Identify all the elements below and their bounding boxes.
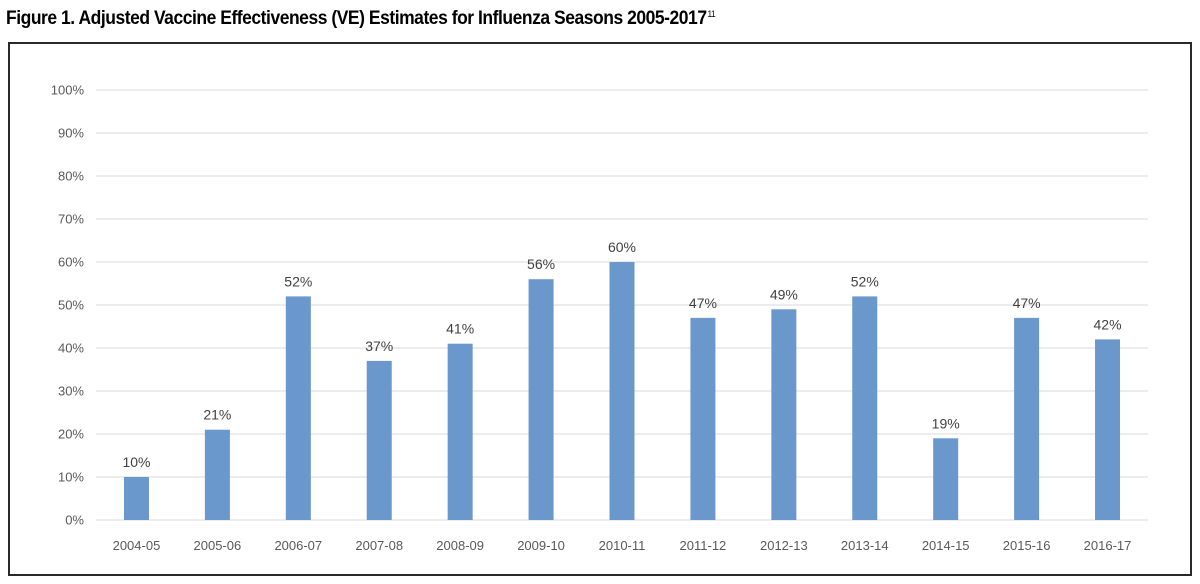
x-tick-label: 2013-14: [841, 538, 889, 553]
data-label: 56%: [527, 256, 555, 272]
y-tick-label: 80%: [58, 169, 84, 184]
x-tick-label: 2006-07: [274, 538, 322, 553]
bar-2012-13: [771, 309, 797, 520]
y-tick-label: 60%: [58, 255, 84, 270]
data-label: 42%: [1094, 316, 1122, 332]
data-label: 60%: [608, 239, 636, 255]
x-tick-label: 2008-09: [436, 538, 484, 553]
bar-2009-10: [528, 279, 554, 520]
figure-title-text: Figure 1. Adjusted Vaccine Effectiveness…: [6, 8, 707, 29]
x-tick-label: 2011-12: [680, 538, 727, 553]
y-tick-label: 70%: [58, 212, 84, 227]
data-label: 52%: [284, 273, 312, 289]
x-tick-label: 2016-17: [1084, 538, 1132, 553]
data-label: 19%: [932, 415, 960, 431]
bar-2007-08: [366, 360, 392, 520]
y-tick-label: 0%: [65, 513, 84, 528]
data-label: 52%: [851, 273, 879, 289]
data-label: 37%: [365, 338, 393, 354]
y-tick-label: 40%: [58, 341, 84, 356]
chart-frame: [8, 42, 1192, 576]
data-label: 21%: [203, 407, 231, 423]
bar-2010-11: [609, 262, 635, 520]
bar-2011-12: [690, 317, 716, 520]
x-tick-label: 2009-10: [517, 538, 565, 553]
bar-2008-09: [447, 343, 473, 520]
x-tick-label: 2012-13: [760, 538, 808, 553]
x-tick-label: 2004-05: [113, 538, 161, 553]
y-tick-label: 10%: [58, 470, 84, 485]
figure-title-reference: 11: [707, 8, 716, 19]
figure-title: Figure 1. Adjusted Vaccine Effectiveness…: [6, 8, 716, 30]
y-tick-label: 90%: [58, 126, 84, 141]
x-tick-label: 2005-06: [194, 538, 242, 553]
y-tick-label: 30%: [58, 384, 84, 399]
y-tick-label: 20%: [58, 427, 84, 442]
bars: [123, 262, 1121, 520]
bar-2016-17: [1095, 339, 1121, 520]
x-tick-label: 2010-11: [599, 538, 646, 553]
y-axis-tick-labels: 0% 10% 20% 30% 40% 50% 60% 70% 80% 90% 100%: [51, 83, 85, 528]
bar-2006-07: [285, 296, 311, 520]
bar-2014-15: [933, 438, 959, 520]
bar-2004-05: [123, 477, 149, 520]
bar-2005-06: [204, 429, 230, 520]
data-label: 47%: [689, 295, 717, 311]
x-tick-label: 2007-08: [355, 538, 403, 553]
data-label: 10%: [122, 454, 150, 470]
data-label: 49%: [770, 286, 798, 302]
data-label: 47%: [1013, 295, 1041, 311]
y-tick-label: 50%: [58, 298, 84, 313]
x-tick-label: 2014-15: [922, 538, 970, 553]
bar-2015-16: [1014, 317, 1040, 520]
x-axis-tick-labels: 2004-05 2005-06 2006-07 2007-08 2008-09 2009-…: [113, 538, 1132, 553]
y-tick-label: 100%: [51, 83, 85, 98]
bar-2013-14: [852, 296, 878, 520]
x-tick-label: 2015-16: [1003, 538, 1051, 553]
data-label: 41%: [446, 321, 474, 337]
data-labels: 10% 21% 52% 37% 41% 56% 60% 47% 49% 52% 19% 47% 42%: [122, 239, 1121, 470]
